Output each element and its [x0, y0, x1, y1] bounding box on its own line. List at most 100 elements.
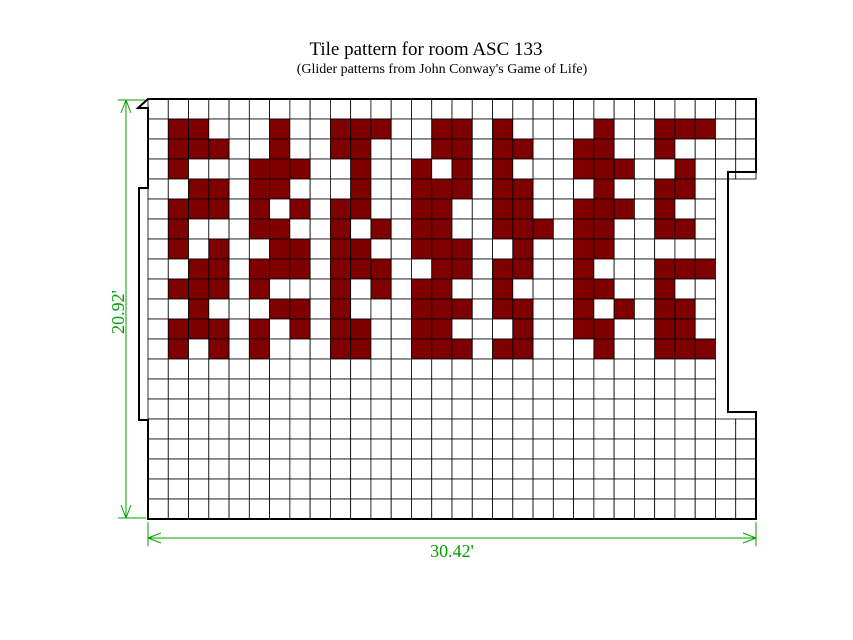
tile-empty	[471, 478, 493, 500]
tile-empty	[390, 398, 412, 420]
tile-empty	[329, 178, 352, 200]
tile-empty	[552, 158, 575, 180]
tile-empty	[634, 438, 656, 460]
tile-empty	[390, 338, 412, 360]
tile-empty	[390, 358, 412, 380]
tile-empty	[208, 458, 230, 480]
tile-empty	[147, 238, 169, 260]
tile-filled	[188, 198, 210, 220]
tile-empty	[552, 98, 575, 120]
tile-filled	[289, 238, 311, 260]
tile-empty	[492, 398, 514, 420]
tile-filled	[329, 258, 352, 280]
tile-empty	[471, 178, 493, 200]
tile-filled	[289, 298, 311, 320]
tile-empty	[471, 258, 493, 280]
tile-empty	[309, 398, 331, 420]
tile-empty	[309, 418, 331, 440]
tile-filled	[492, 218, 514, 240]
tile-empty	[390, 498, 412, 520]
tile-filled	[532, 218, 554, 240]
tile-empty	[532, 338, 554, 360]
tile-empty	[735, 138, 757, 160]
tile-empty	[674, 438, 696, 460]
tile-empty	[390, 478, 412, 500]
tile-filled	[269, 218, 291, 240]
tile-empty	[593, 398, 615, 420]
tile-empty	[147, 278, 169, 300]
tile-filled	[329, 118, 352, 140]
tile-empty	[208, 158, 230, 180]
tile-empty	[512, 378, 534, 400]
tile-filled	[674, 298, 696, 320]
tile-empty	[309, 98, 331, 120]
tile-empty	[329, 398, 352, 420]
tile-filled	[654, 218, 676, 240]
tile-empty	[552, 498, 575, 520]
tile-empty	[532, 358, 554, 380]
tile-empty	[573, 378, 595, 400]
tile-filled	[350, 118, 372, 140]
tile-filled	[370, 218, 392, 240]
tile-empty	[411, 378, 433, 400]
tile-empty	[411, 418, 433, 440]
tile-empty	[593, 258, 615, 280]
tile-filled	[674, 338, 696, 360]
tile-empty	[431, 498, 453, 520]
tile-empty	[593, 498, 615, 520]
tile-empty	[228, 318, 250, 340]
tile-empty	[411, 138, 433, 160]
tile-empty	[208, 398, 230, 420]
tile-empty	[634, 138, 656, 160]
tile-empty	[411, 398, 433, 420]
tile-empty	[147, 378, 169, 400]
tile-empty	[471, 458, 493, 480]
tile-filled	[431, 218, 453, 240]
tile-filled	[350, 258, 372, 280]
tile-empty	[552, 118, 575, 140]
tile-empty	[593, 358, 615, 380]
tile-empty	[674, 478, 696, 500]
tile-empty	[593, 458, 615, 480]
tile-empty	[532, 198, 554, 220]
tile-empty	[634, 238, 656, 260]
tile-empty	[613, 258, 635, 280]
tile-empty	[471, 418, 493, 440]
tile-empty	[634, 318, 656, 340]
tile-empty	[471, 138, 493, 160]
tile-filled	[370, 118, 392, 140]
tile-empty	[674, 278, 696, 300]
tile-empty	[309, 118, 331, 140]
tile-empty	[411, 98, 433, 120]
tile-empty	[471, 338, 493, 360]
tile-empty	[370, 238, 392, 260]
tile-filled	[431, 198, 453, 220]
tile-empty	[573, 458, 595, 480]
tile-filled	[289, 158, 311, 180]
tile-grid	[147, 98, 757, 520]
tile-empty	[512, 398, 534, 420]
tile-empty	[674, 398, 696, 420]
tile-empty	[370, 478, 392, 500]
tile-empty	[147, 178, 169, 200]
tile-empty	[289, 98, 311, 120]
tile-empty	[532, 118, 554, 140]
tile-filled	[431, 278, 453, 300]
tile-empty	[228, 218, 250, 240]
tile-empty	[370, 98, 392, 120]
tile-filled	[492, 198, 514, 220]
tile-empty	[289, 278, 311, 300]
tile-empty	[289, 138, 311, 160]
tile-filled	[573, 318, 595, 340]
tile-filled	[167, 198, 189, 220]
tile-empty	[370, 498, 392, 520]
tile-filled	[269, 118, 291, 140]
tile-empty	[532, 378, 554, 400]
tile-filled	[167, 338, 189, 360]
tile-filled	[329, 198, 352, 220]
tile-empty	[269, 278, 291, 300]
tile-filled	[208, 138, 230, 160]
tile-empty	[512, 278, 534, 300]
tile-empty	[147, 158, 169, 180]
tile-empty	[370, 458, 392, 480]
